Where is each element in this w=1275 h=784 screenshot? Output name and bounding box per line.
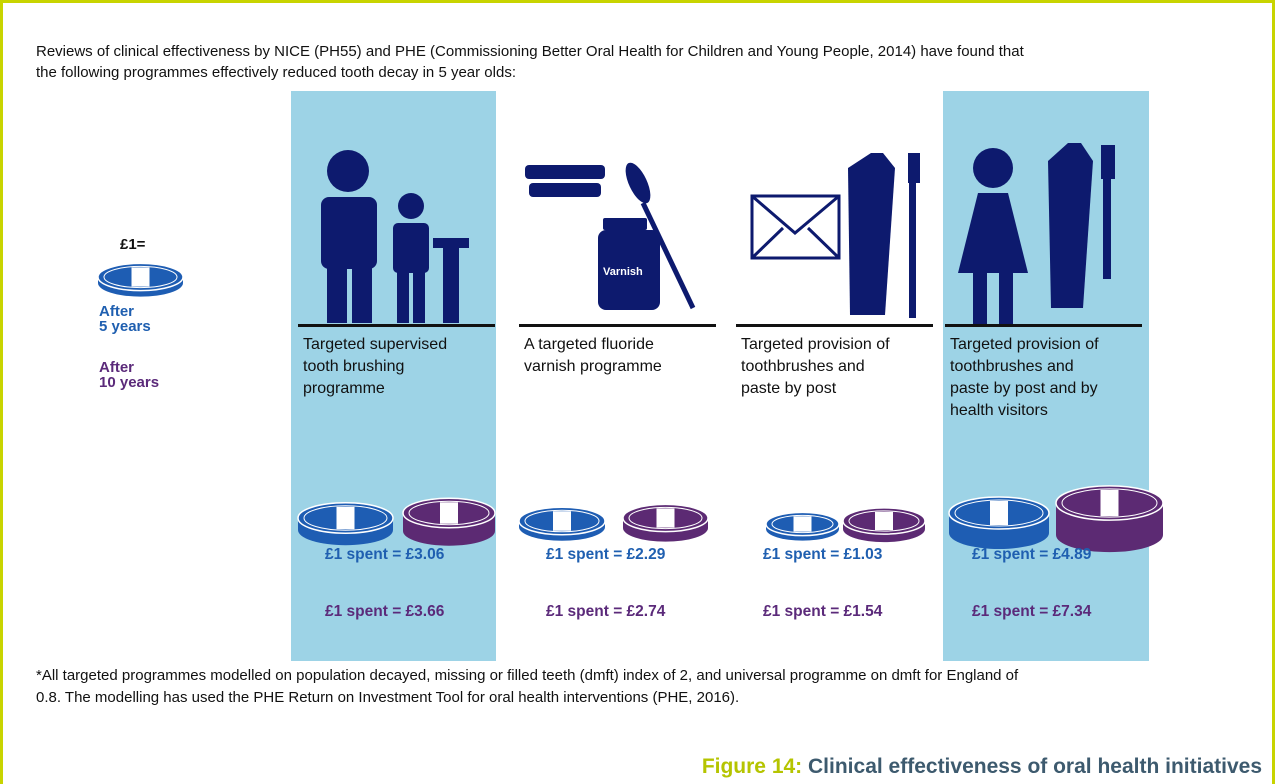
- return-spent10: £1 spent = £7.34: [972, 603, 1091, 621]
- programme-label: tooth brushing: [303, 356, 404, 378]
- programme-label: health visitors: [950, 400, 1048, 422]
- coin: [98, 263, 183, 296]
- programme-label: toothbrushes and: [741, 356, 865, 378]
- return-spent10: £1 spent = £3.66: [325, 603, 444, 621]
- legend-line: 10 years: [99, 375, 159, 390]
- coin: [766, 512, 839, 540]
- footnote-line: *All targeted programmes modelled on pop…: [36, 667, 1018, 684]
- coin: [1056, 486, 1163, 552]
- caption: Figure 14: Clinical effectiveness of ora…: [702, 755, 1262, 779]
- programme-label: paste by post: [741, 378, 836, 400]
- programme-label: paste by post and by: [950, 378, 1098, 400]
- legend-line: After: [99, 304, 151, 319]
- programme-label: varnish programme: [524, 356, 662, 378]
- coin: [949, 497, 1049, 549]
- programme-label: toothbrushes and: [950, 356, 1074, 378]
- caption-title: Clinical effectiveness of oral health in…: [808, 755, 1262, 778]
- divider: [945, 324, 1142, 327]
- return-spent5: £1 spent = £2.29: [546, 546, 665, 564]
- page: Varnish £1= After5 years After10 years R…: [0, 0, 1275, 784]
- return-spent5: £1 spent = £1.03: [763, 546, 882, 564]
- programme-label: Targeted supervised: [303, 334, 447, 356]
- varnish-label: Varnish: [603, 266, 643, 278]
- programme-label: A targeted fluoride: [524, 334, 654, 356]
- return-spent10: £1 spent = £2.74: [546, 603, 665, 621]
- return-spent5: £1 spent = £3.06: [325, 546, 444, 564]
- programme-label: Targeted provision of: [950, 334, 1099, 356]
- intro-line: Reviews of clinical effectiveness by NIC…: [36, 43, 1024, 60]
- divider: [519, 324, 716, 327]
- legend-line: After: [99, 360, 159, 375]
- intro-line: the following programmes effectively red…: [36, 64, 516, 81]
- return-spent10: £1 spent = £1.54: [763, 603, 882, 621]
- footnote-line: 0.8. The modelling has used the PHE Retu…: [36, 689, 739, 706]
- return-spent5: £1 spent = £4.89: [972, 546, 1091, 564]
- programme-label: programme: [303, 378, 385, 400]
- coin: [298, 503, 393, 545]
- legend-line: 5 years: [99, 319, 151, 334]
- divider: [298, 324, 495, 327]
- divider: [736, 324, 933, 327]
- caption-number: Figure 14:: [702, 755, 802, 778]
- legend-unit: £1=: [120, 237, 145, 252]
- coin: [843, 508, 925, 542]
- coin: [623, 504, 708, 541]
- coin: [403, 498, 495, 545]
- coin: [519, 507, 605, 541]
- programme-label: Targeted provision of: [741, 334, 890, 356]
